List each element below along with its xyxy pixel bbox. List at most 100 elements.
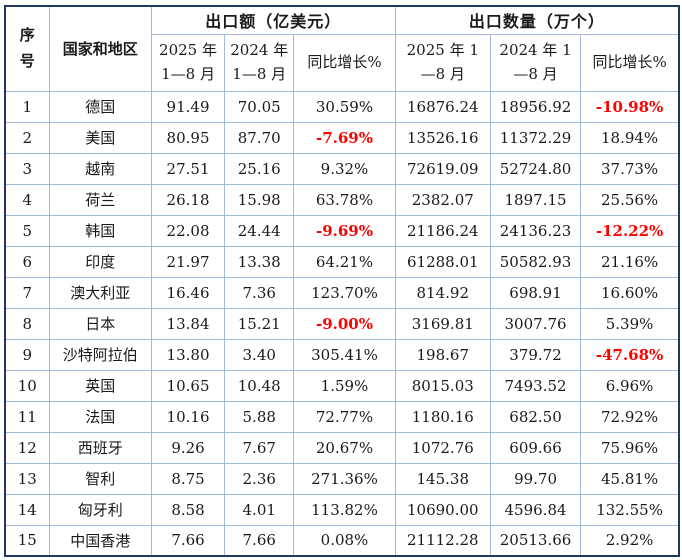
- cell-value-2024: 7.66: [224, 524, 295, 557]
- cell-value-2024: 2.36: [224, 462, 295, 495]
- cell-country: 印度: [48, 245, 152, 278]
- table-row: 12 西班牙 9.26 7.67 20.67% 1072.76 609.66 75.96%: [4, 431, 680, 464]
- cell-qty-growth: 21.16%: [580, 245, 680, 278]
- header-seq: 序号: [4, 5, 50, 92]
- cell-country: 法国: [48, 400, 152, 433]
- cell-value-growth: 1.59%: [293, 369, 396, 402]
- cell-qty-2024: 1897.15: [489, 183, 582, 216]
- table-row: 2 美国 80.95 87.70 -7.69% 13526.16 11372.29 18.94…: [4, 121, 680, 154]
- cell-value-2025: 10.65: [150, 369, 226, 402]
- cell-qty-growth: 16.60%: [580, 276, 680, 309]
- table-row: 6 印度 21.97 13.38 64.21% 61288.01 50582.93 21.16…: [4, 245, 680, 278]
- cell-value-growth: 271.36%: [293, 462, 396, 495]
- cell-qty-2025: 198.67: [394, 338, 491, 371]
- cell-value-2024: 25.16: [224, 152, 295, 185]
- cell-country: 中国香港: [48, 524, 152, 557]
- cell-qty-2025: 145.38: [394, 462, 491, 495]
- table-row: 1 德国 91.49 70.05 30.59% 16876.24 18956.92 -10.9…: [4, 90, 680, 123]
- cell-seq: 10: [4, 369, 50, 402]
- cell-qty-growth: 25.56%: [580, 183, 680, 216]
- cell-value-2025: 91.49: [150, 90, 226, 123]
- header-group-row: 序号 国家和地区 出口额（亿美元） 出口数量（万个）: [4, 5, 680, 92]
- header-seq-label: 序号: [19, 26, 35, 70]
- cell-qty-2024: 99.70: [489, 462, 582, 495]
- cell-value-growth: 9.32%: [293, 152, 396, 185]
- header-qty-growth: 同比增长%: [580, 33, 680, 92]
- cell-qty-2025: 3169.81: [394, 307, 491, 340]
- cell-seq: 5: [4, 214, 50, 247]
- cell-country: 韩国: [48, 214, 152, 247]
- cell-qty-growth: 75.96%: [580, 431, 680, 464]
- cell-qty-2024: 20513.66: [489, 524, 582, 557]
- cell-qty-growth: 37.73%: [580, 152, 680, 185]
- cell-value-2024: 24.44: [224, 214, 295, 247]
- cell-country: 智利: [48, 462, 152, 495]
- header-group-export-qty: 出口数量（万个）: [394, 5, 680, 35]
- table-row: 4 荷兰 26.18 15.98 63.78% 2382.07 1897.15 25.56%: [4, 183, 680, 216]
- cell-value-2025: 7.66: [150, 524, 226, 557]
- header-qty-2024: 2024 年 1 —8 月: [489, 33, 582, 92]
- cell-qty-growth: -47.68%: [580, 338, 680, 371]
- cell-qty-2025: 1180.16: [394, 400, 491, 433]
- cell-value-2024: 13.38: [224, 245, 295, 278]
- cell-seq: 9: [4, 338, 50, 371]
- table-row: 7 澳大利亚 16.46 7.36 123.70% 814.92 698.91 16.60%: [4, 276, 680, 309]
- table-row: 8 日本 13.84 15.21 -9.00% 3169.81 3007.76 5.39%: [4, 307, 680, 340]
- cell-qty-2025: 16876.24: [394, 90, 491, 123]
- cell-qty-2025: 21112.28: [394, 524, 491, 557]
- cell-value-2025: 8.75: [150, 462, 226, 495]
- header-value-2025: 2025 年 1—8 月: [150, 33, 226, 92]
- cell-country: 越南: [48, 152, 152, 185]
- cell-seq: 6: [4, 245, 50, 278]
- export-stats-table-container: 序号 国家和地区 出口额（亿美元） 出口数量（万个） 2025 年 1—8 月 …: [4, 5, 680, 557]
- cell-value-growth: -7.69%: [293, 121, 396, 154]
- cell-qty-growth: 132.55%: [580, 493, 680, 526]
- cell-value-growth: 63.78%: [293, 183, 396, 216]
- cell-qty-2024: 24136.23: [489, 214, 582, 247]
- table-row: 9 沙特阿拉伯 13.80 3.40 305.41% 198.67 379.72 -47.68…: [4, 338, 680, 371]
- cell-qty-growth: -12.22%: [580, 214, 680, 247]
- cell-seq: 3: [4, 152, 50, 185]
- cell-qty-2025: 814.92: [394, 276, 491, 309]
- cell-value-2024: 3.40: [224, 338, 295, 371]
- cell-country: 匈牙利: [48, 493, 152, 526]
- cell-qty-2025: 72619.09: [394, 152, 491, 185]
- header-value-2024: 2024 年 1—8 月: [224, 33, 295, 92]
- cell-value-2025: 22.08: [150, 214, 226, 247]
- cell-value-growth: 30.59%: [293, 90, 396, 123]
- cell-qty-2024: 4596.84: [489, 493, 582, 526]
- cell-value-2025: 8.58: [150, 493, 226, 526]
- table-body: 1 德国 91.49 70.05 30.59% 16876.24 18956.92 -10.9…: [4, 90, 680, 557]
- cell-value-growth: 113.82%: [293, 493, 396, 526]
- cell-seq: 8: [4, 307, 50, 340]
- cell-qty-growth: 6.96%: [580, 369, 680, 402]
- cell-value-growth: 123.70%: [293, 276, 396, 309]
- cell-value-2025: 13.80: [150, 338, 226, 371]
- header-value-growth: 同比增长%: [293, 33, 396, 92]
- cell-value-2025: 26.18: [150, 183, 226, 216]
- cell-qty-2024: 698.91: [489, 276, 582, 309]
- cell-value-growth: 305.41%: [293, 338, 396, 371]
- cell-qty-2025: 21186.24: [394, 214, 491, 247]
- table-row: 15 中国香港 7.66 7.66 0.08% 21112.28 20513.66 2.92%: [4, 524, 680, 557]
- cell-qty-2025: 61288.01: [394, 245, 491, 278]
- cell-value-2025: 27.51: [150, 152, 226, 185]
- cell-value-2024: 7.36: [224, 276, 295, 309]
- cell-seq: 14: [4, 493, 50, 526]
- cell-qty-2024: 18956.92: [489, 90, 582, 123]
- table-header: 序号 国家和地区 出口额（亿美元） 出口数量（万个） 2025 年 1—8 月 …: [4, 5, 680, 92]
- cell-country: 日本: [48, 307, 152, 340]
- cell-value-2025: 10.16: [150, 400, 226, 433]
- cell-country: 沙特阿拉伯: [48, 338, 152, 371]
- cell-seq: 15: [4, 524, 50, 557]
- table-row: 14 匈牙利 8.58 4.01 113.82% 10690.00 4596.84 132.5…: [4, 493, 680, 526]
- cell-qty-growth: 5.39%: [580, 307, 680, 340]
- cell-qty-2025: 8015.03: [394, 369, 491, 402]
- cell-value-2024: 70.05: [224, 90, 295, 123]
- cell-qty-2024: 379.72: [489, 338, 582, 371]
- cell-value-2024: 87.70: [224, 121, 295, 154]
- cell-value-growth: 20.67%: [293, 431, 396, 464]
- cell-country: 西班牙: [48, 431, 152, 464]
- cell-qty-2024: 50582.93: [489, 245, 582, 278]
- cell-qty-growth: 45.81%: [580, 462, 680, 495]
